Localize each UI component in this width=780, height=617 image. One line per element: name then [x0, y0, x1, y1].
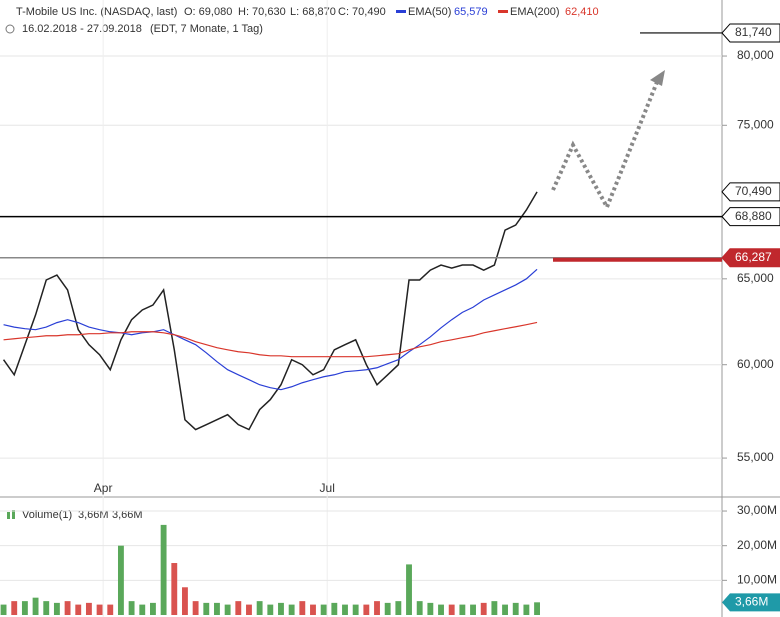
volume-bar	[491, 601, 498, 615]
volume-bar	[117, 545, 124, 615]
volume-bar	[406, 564, 412, 615]
ema50-last: 65,579	[454, 6, 488, 18]
level-box	[721, 23, 780, 43]
range-note: (EDT, 7 Monate, 1 Tag)	[150, 23, 263, 35]
volume-bar	[288, 604, 295, 615]
volume-bar	[512, 602, 519, 615]
volume-bar	[171, 563, 178, 615]
volume-bar	[85, 602, 92, 615]
ema-line	[3, 321, 538, 358]
open: O: 69,080	[184, 6, 232, 18]
volume-bar	[331, 602, 338, 615]
x-tick-label: Apr	[94, 481, 113, 495]
last-volume-label: 3,66M	[735, 594, 768, 608]
volume-bar	[0, 604, 7, 615]
level-box	[721, 207, 780, 227]
legend-swatch	[396, 10, 406, 13]
volume-bar	[235, 601, 242, 615]
volume-bar	[192, 601, 199, 615]
forecast-arrowhead	[650, 70, 665, 86]
clock-icon	[5, 24, 15, 34]
title: T-Mobile US Inc. (NASDAQ, last)	[16, 6, 177, 18]
price-line	[2, 191, 538, 431]
volume-bar	[459, 604, 466, 615]
level-label: 81,740	[735, 25, 772, 39]
volume-bar	[470, 604, 476, 615]
forecast-arrow	[551, 81, 659, 212]
ema-line	[3, 268, 538, 391]
y-tick-label: 55,000	[737, 450, 774, 464]
y-tick-label: 60,000	[737, 357, 774, 371]
volume-bar	[128, 601, 135, 615]
volume-bar	[267, 604, 274, 615]
volume-bar	[107, 604, 114, 615]
y-tick-label: 20,00M	[737, 538, 777, 552]
volume-value: 3,66M	[78, 509, 109, 521]
volume-bar	[416, 601, 423, 615]
x-tick-label: Jul	[320, 481, 335, 495]
volume-legend: Volume(1)	[22, 509, 72, 521]
volume-bar	[395, 601, 402, 615]
legend-ema200: EMA(200)	[510, 6, 560, 18]
volume-bar	[139, 604, 146, 615]
level-box	[721, 182, 780, 202]
y-tick-label: 65,000	[737, 271, 774, 285]
ema200-last: 62,410	[565, 6, 599, 18]
volume-bar	[53, 602, 60, 615]
volume-bar	[310, 604, 316, 615]
close: C: 70,490	[338, 6, 386, 18]
volume-bar	[299, 601, 306, 615]
volume-bar	[21, 601, 28, 615]
volume-bar	[256, 601, 263, 615]
volume-value: 3,66M	[112, 509, 143, 521]
volume-bar	[64, 601, 71, 615]
legend-swatch	[498, 10, 508, 13]
level-label: 68,880	[735, 209, 772, 223]
last-volume-box	[722, 593, 780, 612]
date-range: 16.02.2018 - 27.09.2018	[22, 23, 142, 35]
volume-bar	[150, 602, 156, 615]
level-label: 70,490	[735, 184, 772, 198]
volume-bar	[246, 604, 252, 615]
volume-bar	[214, 602, 220, 615]
volume-bar	[352, 604, 359, 615]
volume-bar	[363, 604, 370, 615]
level-box	[721, 248, 780, 268]
volume-bar	[342, 604, 348, 615]
volume-bar	[502, 604, 508, 615]
volume-icon	[7, 512, 10, 519]
volume-bar	[384, 602, 391, 615]
volume-bar	[427, 602, 434, 615]
volume-bar	[534, 602, 540, 615]
volume-bar	[438, 604, 444, 615]
y-tick-label: 30,00M	[737, 503, 777, 517]
volume-bar	[523, 604, 530, 615]
volume-bar	[374, 601, 380, 615]
volume-bar	[224, 604, 231, 615]
y-tick-label: 80,000	[737, 48, 774, 62]
volume-bar	[320, 604, 327, 615]
volume-bar	[11, 601, 18, 615]
volume-bar	[160, 524, 167, 615]
y-tick-label: 10,00M	[737, 573, 777, 587]
volume-bar	[32, 597, 39, 615]
volume-bar	[480, 602, 487, 615]
legend-ema50: EMA(50)	[408, 6, 451, 18]
high: H: 70,630	[238, 6, 286, 18]
volume-bar	[43, 601, 50, 615]
volume-bar	[278, 602, 284, 615]
level-label: 66,287	[735, 250, 772, 264]
low: L: 68,870	[290, 6, 336, 18]
y-tick-label: 75,000	[737, 117, 774, 131]
volume-icon	[12, 510, 15, 519]
volume-bar	[448, 604, 455, 615]
volume-bar	[96, 604, 103, 615]
volume-bar	[182, 587, 188, 615]
volume-bar	[75, 604, 82, 615]
volume-bar	[203, 602, 210, 615]
